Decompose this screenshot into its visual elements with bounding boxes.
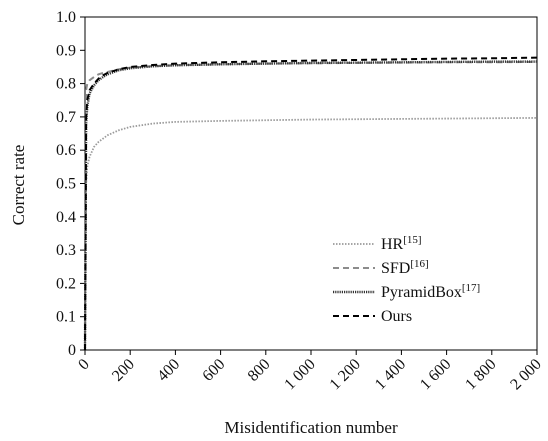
x-tick-label: 0 [75,356,93,374]
y-tick-label: 0.6 [56,142,76,159]
y-tick-label: 0.8 [56,76,76,93]
y-tick-label: 0.1 [56,309,76,326]
x-tick-label: 200 [109,356,138,385]
x-tick-label: 1 800 [462,356,499,393]
y-tick-label: 1.0 [56,9,76,26]
legend-reference: [16] [410,258,428,270]
plot-frame [84,16,538,351]
y-tick-label: 0.3 [56,242,76,259]
legend-reference: [15] [403,234,421,246]
x-tick-label: 1 200 [327,356,364,393]
legend-label-pyramidbox: PyramidBox[17] [381,282,480,301]
y-axis: 0 0.1 0.2 0.3 0.4 0.5 0.6 0.7 0.8 0.9 1.0 [56,9,85,359]
x-tick-label: 400 [154,356,183,385]
legend-label-sfd: SFD[16] [381,258,429,277]
legend: HR[15] SFD[16] PyramidBox[17] Ours [333,234,480,325]
x-tick-label: 1 000 [281,356,318,393]
legend-reference: [17] [462,282,480,294]
y-tick-label: 0.2 [56,275,76,292]
series-line-ours [84,56,538,351]
y-tick-label: 0.5 [56,176,76,193]
x-axis-title: Misidentification number [224,418,398,437]
x-axis: 0 200 400 600 800 1 000 1 200 1 400 1 600 1 800 2 … [75,350,545,393]
x-tick-label: 600 [199,356,228,385]
y-axis-title: Correct rate [9,145,28,226]
y-tick-label: 0.7 [56,109,76,126]
y-tick-label: 0 [68,342,76,359]
x-tick-label: 1 600 [417,356,454,393]
y-tick-label: 0.4 [56,209,76,226]
x-tick-label: 1 400 [372,356,409,393]
series-line-hr [84,117,538,351]
series-line-pyramidbox [83,60,537,351]
x-tick-label: 2 000 [507,356,544,393]
series-line-sfd [84,60,538,351]
x-tick-label: 800 [245,356,274,385]
legend-label-hr: HR[15] [381,234,422,253]
series-lines [83,56,538,351]
y-tick-label: 0.9 [56,42,76,59]
legend-label-ours: Ours [381,308,412,325]
plot-area-border [84,16,538,351]
